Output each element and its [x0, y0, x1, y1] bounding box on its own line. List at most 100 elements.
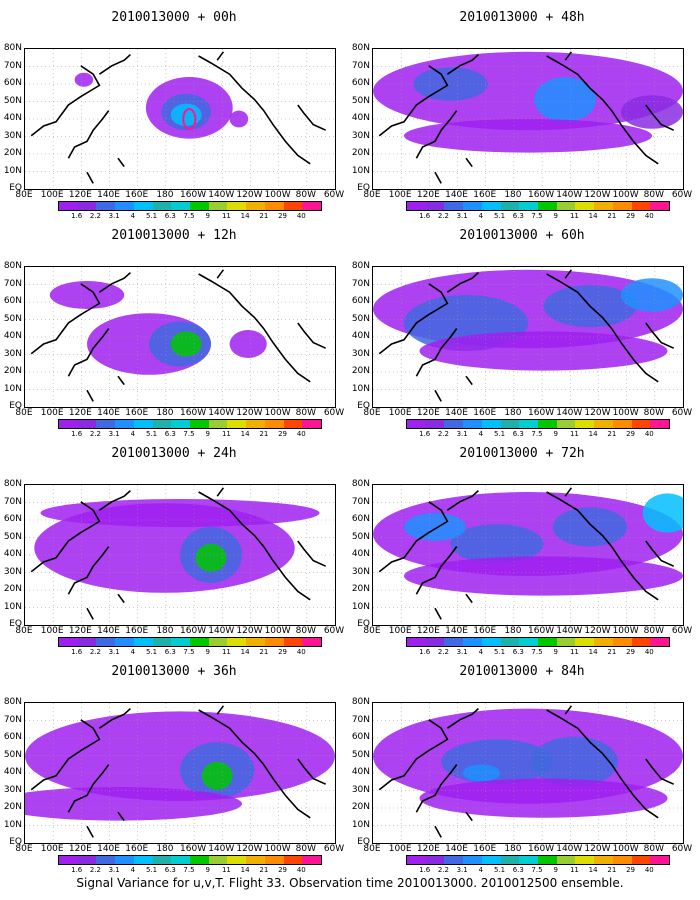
colorbar-swatch — [425, 420, 445, 428]
colorbar-level-label: 14 — [240, 866, 250, 874]
colorbar-swatch — [264, 202, 284, 210]
colorbar-swatch — [407, 420, 426, 428]
colorbar-level-label: 9 — [205, 430, 210, 438]
colorbar-level-label: 6.3 — [512, 212, 524, 220]
longitude-label: 100E — [40, 626, 64, 636]
colorbar-level-label: 7.5 — [183, 212, 195, 220]
longitude-label: 180 — [156, 408, 174, 418]
colorbar-swatch — [96, 638, 116, 646]
colorbar-level-label: 4 — [130, 212, 136, 220]
colorbar-swatch — [556, 202, 576, 210]
latitude-label: 30N — [351, 566, 370, 577]
longitude-label: 160E — [473, 408, 497, 418]
colorbar-level-label: 3.1 — [108, 212, 120, 220]
colorbar-level-label: 29 — [278, 212, 288, 220]
longitude-label: 100W — [264, 626, 291, 636]
latitude-label: 20N — [351, 584, 370, 594]
colorbar-level-label: 40 — [644, 430, 654, 438]
colorbar-swatch — [59, 856, 78, 864]
colorbar-swatch — [152, 638, 172, 646]
colorbar-swatch — [302, 856, 322, 864]
latitude-label: 70N — [3, 714, 22, 725]
longitude-label: 100E — [40, 844, 64, 854]
colorbar-swatch — [500, 202, 520, 210]
latitude-label: 10N — [351, 165, 370, 176]
latitude-label: 40N — [3, 767, 22, 777]
figure-caption: Signal Variance for u,v,T. Flight 33. Ob… — [76, 876, 624, 890]
panel-title: 2010013000 + 72h — [459, 446, 585, 461]
map-panel: 2010013000 + 12h 80N 70N 60N 50N 40N 30N 20N 10N… — [4, 224, 344, 442]
latitude-label: 30N — [3, 784, 22, 795]
colorbar-level-label: 14 — [240, 648, 250, 656]
longitude-label: 120W — [236, 844, 263, 854]
latitude-label: 70N — [351, 60, 370, 71]
longitude-label: 100E — [40, 408, 64, 418]
colorbar-level-label: 2.2 — [437, 430, 449, 438]
colorbar-swatch — [425, 638, 445, 646]
colorbar-level-label: 7.5 — [183, 648, 195, 656]
colorbar-level-label: 4 — [130, 866, 136, 874]
latitude-label: 60N — [3, 296, 22, 306]
longitude-label: 60W — [671, 190, 693, 200]
latitude-label: 80N — [3, 479, 22, 489]
colorbar-swatch — [631, 420, 651, 428]
colorbar-swatch — [612, 638, 632, 646]
map-plot — [24, 48, 336, 190]
colorbar-swatch — [650, 420, 670, 428]
latitude-label: EQ — [9, 401, 22, 411]
latitude-label: EQ — [357, 837, 370, 847]
colorbar-level-label: 7.5 — [531, 430, 543, 438]
latitude-label: 30N — [3, 566, 22, 577]
longitude-label: 80E — [363, 190, 381, 200]
longitude-label: 160E — [125, 626, 149, 636]
longitude-label: 100E — [388, 626, 412, 636]
colorbar-swatch — [302, 420, 322, 428]
longitude-label: 140E — [445, 408, 468, 418]
colorbar-level-label: 3.1 — [108, 866, 120, 874]
longitude-label: 100W — [264, 190, 291, 200]
colorbar-level-label: 6.3 — [164, 866, 176, 874]
colorbar-level-label: 21 — [259, 866, 269, 874]
colorbar-level-label: 4 — [478, 212, 484, 220]
map-plot — [372, 702, 684, 844]
colorbar-swatch — [246, 202, 265, 210]
colorbar-level-label: 29 — [278, 866, 288, 874]
colorbar-swatch — [650, 202, 670, 210]
longitude-label: 160W — [528, 190, 555, 200]
colorbar-level-label: 1.6 — [71, 212, 83, 220]
colorbar-swatch — [190, 638, 209, 646]
latitude-label: 80N — [351, 43, 370, 53]
colorbar-swatch — [115, 420, 134, 428]
latitude-label: 20N — [3, 802, 22, 812]
colorbar-level-label: 14 — [240, 212, 250, 220]
colorbar-swatch — [59, 638, 78, 646]
colorbar-swatch — [650, 638, 670, 646]
latitude-label: 60N — [351, 296, 370, 306]
colorbar-swatch — [519, 638, 539, 646]
colorbar — [58, 419, 322, 429]
colorbar-swatch — [171, 856, 191, 864]
colorbar-swatch — [556, 856, 576, 864]
longitude-label: 120W — [584, 626, 611, 636]
colorbar-level-label: 1.6 — [71, 648, 83, 656]
longitude-label: 100W — [612, 408, 639, 418]
colorbar-swatch — [594, 202, 613, 210]
longitude-label: 100W — [612, 190, 639, 200]
colorbar-swatch — [481, 420, 501, 428]
colorbar-level-label: 21 — [259, 430, 269, 438]
colorbar-swatch — [227, 638, 247, 646]
colorbar-swatch — [631, 202, 651, 210]
colorbar-swatch — [283, 202, 303, 210]
colorbar-swatch — [208, 856, 228, 864]
colorbar-swatch — [575, 420, 595, 428]
latitude-label: 70N — [3, 496, 22, 507]
longitude-label: 160W — [528, 626, 555, 636]
colorbar-swatch — [302, 638, 322, 646]
colorbar-swatch — [538, 638, 557, 646]
map-panel: 2010013000 + 48h 80N 70N 60N 50N 40N 30N 20N 10N… — [352, 6, 692, 224]
longitude-label: 100W — [612, 626, 639, 636]
longitude-label: 120E — [68, 626, 92, 636]
colorbar-level-label: 9 — [205, 866, 210, 874]
colorbar-swatch — [500, 420, 520, 428]
latitude-label: 60N — [351, 514, 370, 524]
